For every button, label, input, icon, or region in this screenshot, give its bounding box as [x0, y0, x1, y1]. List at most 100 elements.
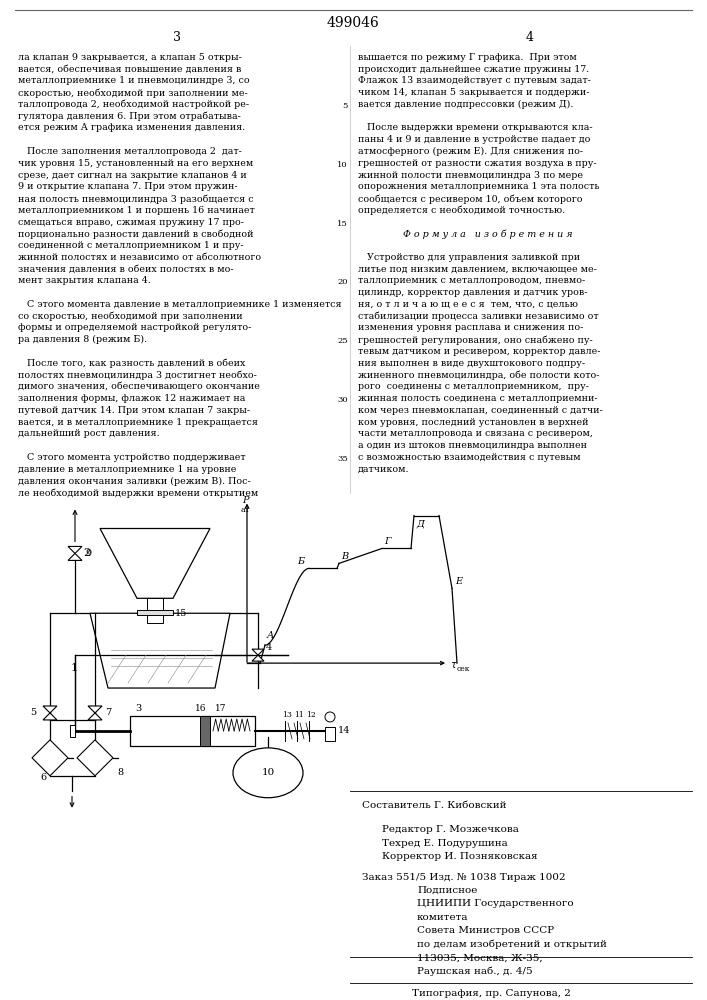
Polygon shape: [252, 655, 264, 661]
Text: ня, о т л и ч а ю щ е е с я  тем, что, с целью: ня, о т л и ч а ю щ е е с я тем, что, с …: [358, 300, 578, 309]
Text: 20: 20: [337, 278, 348, 286]
Text: 13: 13: [282, 711, 292, 719]
Bar: [70, 725, 75, 737]
Text: формы и определяемой настройкой регулято-: формы и определяемой настройкой регулято…: [18, 323, 252, 332]
Text: полостях пневмоцилиндра 3 достигнет необхо-: полостях пневмоцилиндра 3 достигнет необ…: [18, 371, 257, 380]
Text: ком через пневмоклапан, соединенный с датчи-: ком через пневмоклапан, соединенный с да…: [358, 406, 603, 415]
Text: 9: 9: [85, 549, 91, 558]
Text: 113035, Москва, Ж-35,: 113035, Москва, Ж-35,: [417, 953, 543, 962]
Text: Составитель Г. Кибовский: Составитель Г. Кибовский: [362, 801, 506, 810]
Text: 17: 17: [215, 704, 226, 713]
Text: ра давления 8 (режим Б).: ра давления 8 (режим Б).: [18, 335, 147, 344]
Text: заполнения формы, флажок 12 нажимает на: заполнения формы, флажок 12 нажимает на: [18, 394, 245, 403]
Text: ния выполнен в виде двухштокового подпру-: ния выполнен в виде двухштокового подпру…: [358, 359, 585, 368]
Bar: [325, 727, 335, 741]
Text: 10: 10: [262, 768, 274, 777]
Text: порционально разности давлений в свободной: порционально разности давлений в свободн…: [18, 229, 254, 239]
Text: 3: 3: [135, 704, 141, 713]
Text: Б: Б: [297, 557, 304, 566]
Text: сообщается с ресивером 10, объем которого: сообщается с ресивером 10, объем которог…: [358, 194, 583, 204]
Text: чиком 14, клапан 5 закрывается и поддержи-: чиком 14, клапан 5 закрывается и поддерж…: [358, 88, 590, 97]
Text: металлоприемнике 1 и пневмоцилиндре 3, со: металлоприемнике 1 и пневмоцилиндре 3, с…: [18, 76, 250, 85]
Text: После того, как разность давлений в обеих: После того, как разность давлений в обеи…: [18, 359, 245, 368]
Text: вается, обеспечивая повышение давления в: вается, обеспечивая повышение давления в: [18, 65, 241, 74]
Text: опорожнения металлоприемника 1 эта полость: опорожнения металлоприемника 1 эта полос…: [358, 182, 600, 191]
Text: жинной полости пневмоцилиндра 3 по мере: жинной полости пневмоцилиндра 3 по мере: [358, 171, 583, 180]
Text: определяется с необходимой точностью.: определяется с необходимой точностью.: [358, 206, 565, 215]
Text: 9 и открытие клапана 7. При этом пружин-: 9 и открытие клапана 7. При этом пружин-: [18, 182, 238, 191]
Text: 3: 3: [173, 31, 181, 44]
Text: таллопровода 2, необходимой настройкой ре-: таллопровода 2, необходимой настройкой р…: [18, 100, 249, 109]
Text: 1: 1: [71, 663, 78, 673]
Text: изменения уровня расплава и снижения по-: изменения уровня расплава и снижения по-: [358, 323, 583, 332]
Text: 11: 11: [294, 711, 304, 719]
Text: ется режим А графика изменения давления.: ется режим А графика изменения давления.: [18, 123, 245, 132]
Text: 8: 8: [117, 768, 123, 777]
Text: 25: 25: [337, 337, 348, 345]
Text: металлоприемником 1 и поршень 16 начинает: металлоприемником 1 и поршень 16 начинае…: [18, 206, 255, 215]
Text: ла клапан 9 закрывается, а клапан 5 откры-: ла клапан 9 закрывается, а клапан 5 откр…: [18, 53, 242, 62]
Text: 35: 35: [337, 455, 348, 463]
Text: Подписное: Подписное: [417, 886, 477, 895]
Text: части металлопровода и связана с ресивером,: части металлопровода и связана с ресивер…: [358, 429, 593, 438]
Text: давление в металлоприемнике 1 на уровне: давление в металлоприемнике 1 на уровне: [18, 465, 236, 474]
Text: 14: 14: [338, 726, 351, 735]
Text: дальнейший рост давления.: дальнейший рост давления.: [18, 429, 160, 438]
Text: Типография, пр. Сапунова, 2: Типография, пр. Сапунова, 2: [412, 989, 571, 998]
Polygon shape: [252, 649, 264, 655]
Text: А: А: [267, 631, 274, 640]
Text: Раушская наб., д. 4/5: Раушская наб., д. 4/5: [417, 967, 532, 976]
Text: срезе, дает сигнал на закрытие клапанов 4 и: срезе, дает сигнал на закрытие клапанов …: [18, 171, 247, 180]
Circle shape: [325, 712, 335, 722]
Text: путевой датчик 14. При этом клапан 7 закры-: путевой датчик 14. При этом клапан 7 зак…: [18, 406, 250, 415]
Text: комитета: комитета: [417, 913, 469, 922]
Polygon shape: [88, 713, 102, 720]
Polygon shape: [43, 713, 57, 720]
Text: таллоприемник с металлопроводом, пневмо-: таллоприемник с металлопроводом, пневмо-: [358, 276, 585, 285]
Text: с возможностью взаимодействия с путевым: с возможностью взаимодействия с путевым: [358, 453, 580, 462]
Text: 30: 30: [337, 396, 348, 404]
Polygon shape: [90, 613, 230, 688]
Text: давления окончания заливки (режим В). Пос-: давления окончания заливки (режим В). По…: [18, 476, 251, 486]
Text: 15: 15: [175, 609, 187, 618]
Text: литье под низким давлением, включающее ме-: литье под низким давлением, включающее м…: [358, 265, 597, 274]
Text: 15: 15: [337, 220, 348, 228]
Text: 5: 5: [30, 708, 36, 717]
Text: грешностей регулирования, оно снабжено пу-: грешностей регулирования, оно снабжено п…: [358, 335, 592, 345]
Text: Р: Р: [242, 496, 248, 505]
Text: С этого момента давление в металлоприемнике 1 изменяется: С этого момента давление в металлоприемн…: [18, 300, 341, 309]
Text: вается, и в металлоприемнике 1 прекращается: вается, и в металлоприемнике 1 прекращае…: [18, 418, 258, 427]
Polygon shape: [100, 528, 210, 598]
Bar: [130, 716, 255, 746]
Text: Устройство для управления заливкой при: Устройство для управления заливкой при: [358, 253, 580, 262]
Polygon shape: [88, 706, 102, 713]
Text: значения давления в обеих полостях в мо-: значения давления в обеих полостях в мо-: [18, 265, 233, 274]
Text: жиненного пневмоцилиндра, обе полости кото-: жиненного пневмоцилиндра, обе полости ко…: [358, 371, 600, 380]
Text: датчиком.: датчиком.: [358, 465, 409, 474]
Text: Техред Е. Подурушина: Техред Е. Подурушина: [382, 839, 508, 848]
Text: Редактор Г. Мозжечкова: Редактор Г. Мозжечкова: [382, 825, 519, 834]
Text: ком уровня, последний установлен в верхней: ком уровня, последний установлен в верхн…: [358, 418, 588, 427]
Text: 4: 4: [266, 643, 272, 652]
Text: 12: 12: [306, 711, 316, 719]
Text: соединенной с металлоприемником 1 и пру-: соединенной с металлоприемником 1 и пру-: [18, 241, 244, 250]
Text: по делам изобретений и открытий: по делам изобретений и открытий: [417, 940, 607, 949]
Polygon shape: [43, 706, 57, 713]
Text: жинной полостях и независимо от абсолютного: жинной полостях и независимо от абсолютн…: [18, 253, 261, 262]
Text: 5: 5: [343, 102, 348, 110]
Polygon shape: [68, 546, 82, 553]
Text: цилиндр, корректор давления и датчик уров-: цилиндр, корректор давления и датчик уро…: [358, 288, 588, 297]
Text: скоростью, необходимой при заполнении ме-: скоростью, необходимой при заполнении ме…: [18, 88, 247, 98]
Text: 7: 7: [105, 708, 111, 717]
Text: После заполнения металлопровода 2  дат-: После заполнения металлопровода 2 дат-: [18, 147, 242, 156]
Text: смещаться вправо, сжимая пружину 17 про-: смещаться вправо, сжимая пружину 17 про-: [18, 218, 244, 227]
Text: ле необходимой выдержки времени открытием: ле необходимой выдержки времени открытие…: [18, 488, 258, 498]
Text: Е: Е: [455, 577, 462, 586]
Text: Совета Министров СССР: Совета Министров СССР: [417, 926, 554, 935]
Text: мент закрытия клапана 4.: мент закрытия клапана 4.: [18, 276, 151, 285]
Text: 10: 10: [337, 161, 348, 169]
Text: Флажок 13 взаимодействует с путевым задат-: Флажок 13 взаимодействует с путевым зада…: [358, 76, 591, 85]
Text: стабилизации процесса заливки независимо от: стабилизации процесса заливки независимо…: [358, 312, 599, 321]
Text: После выдержки времени открываются кла-: После выдержки времени открываются кла-: [358, 123, 592, 132]
Polygon shape: [32, 740, 68, 776]
